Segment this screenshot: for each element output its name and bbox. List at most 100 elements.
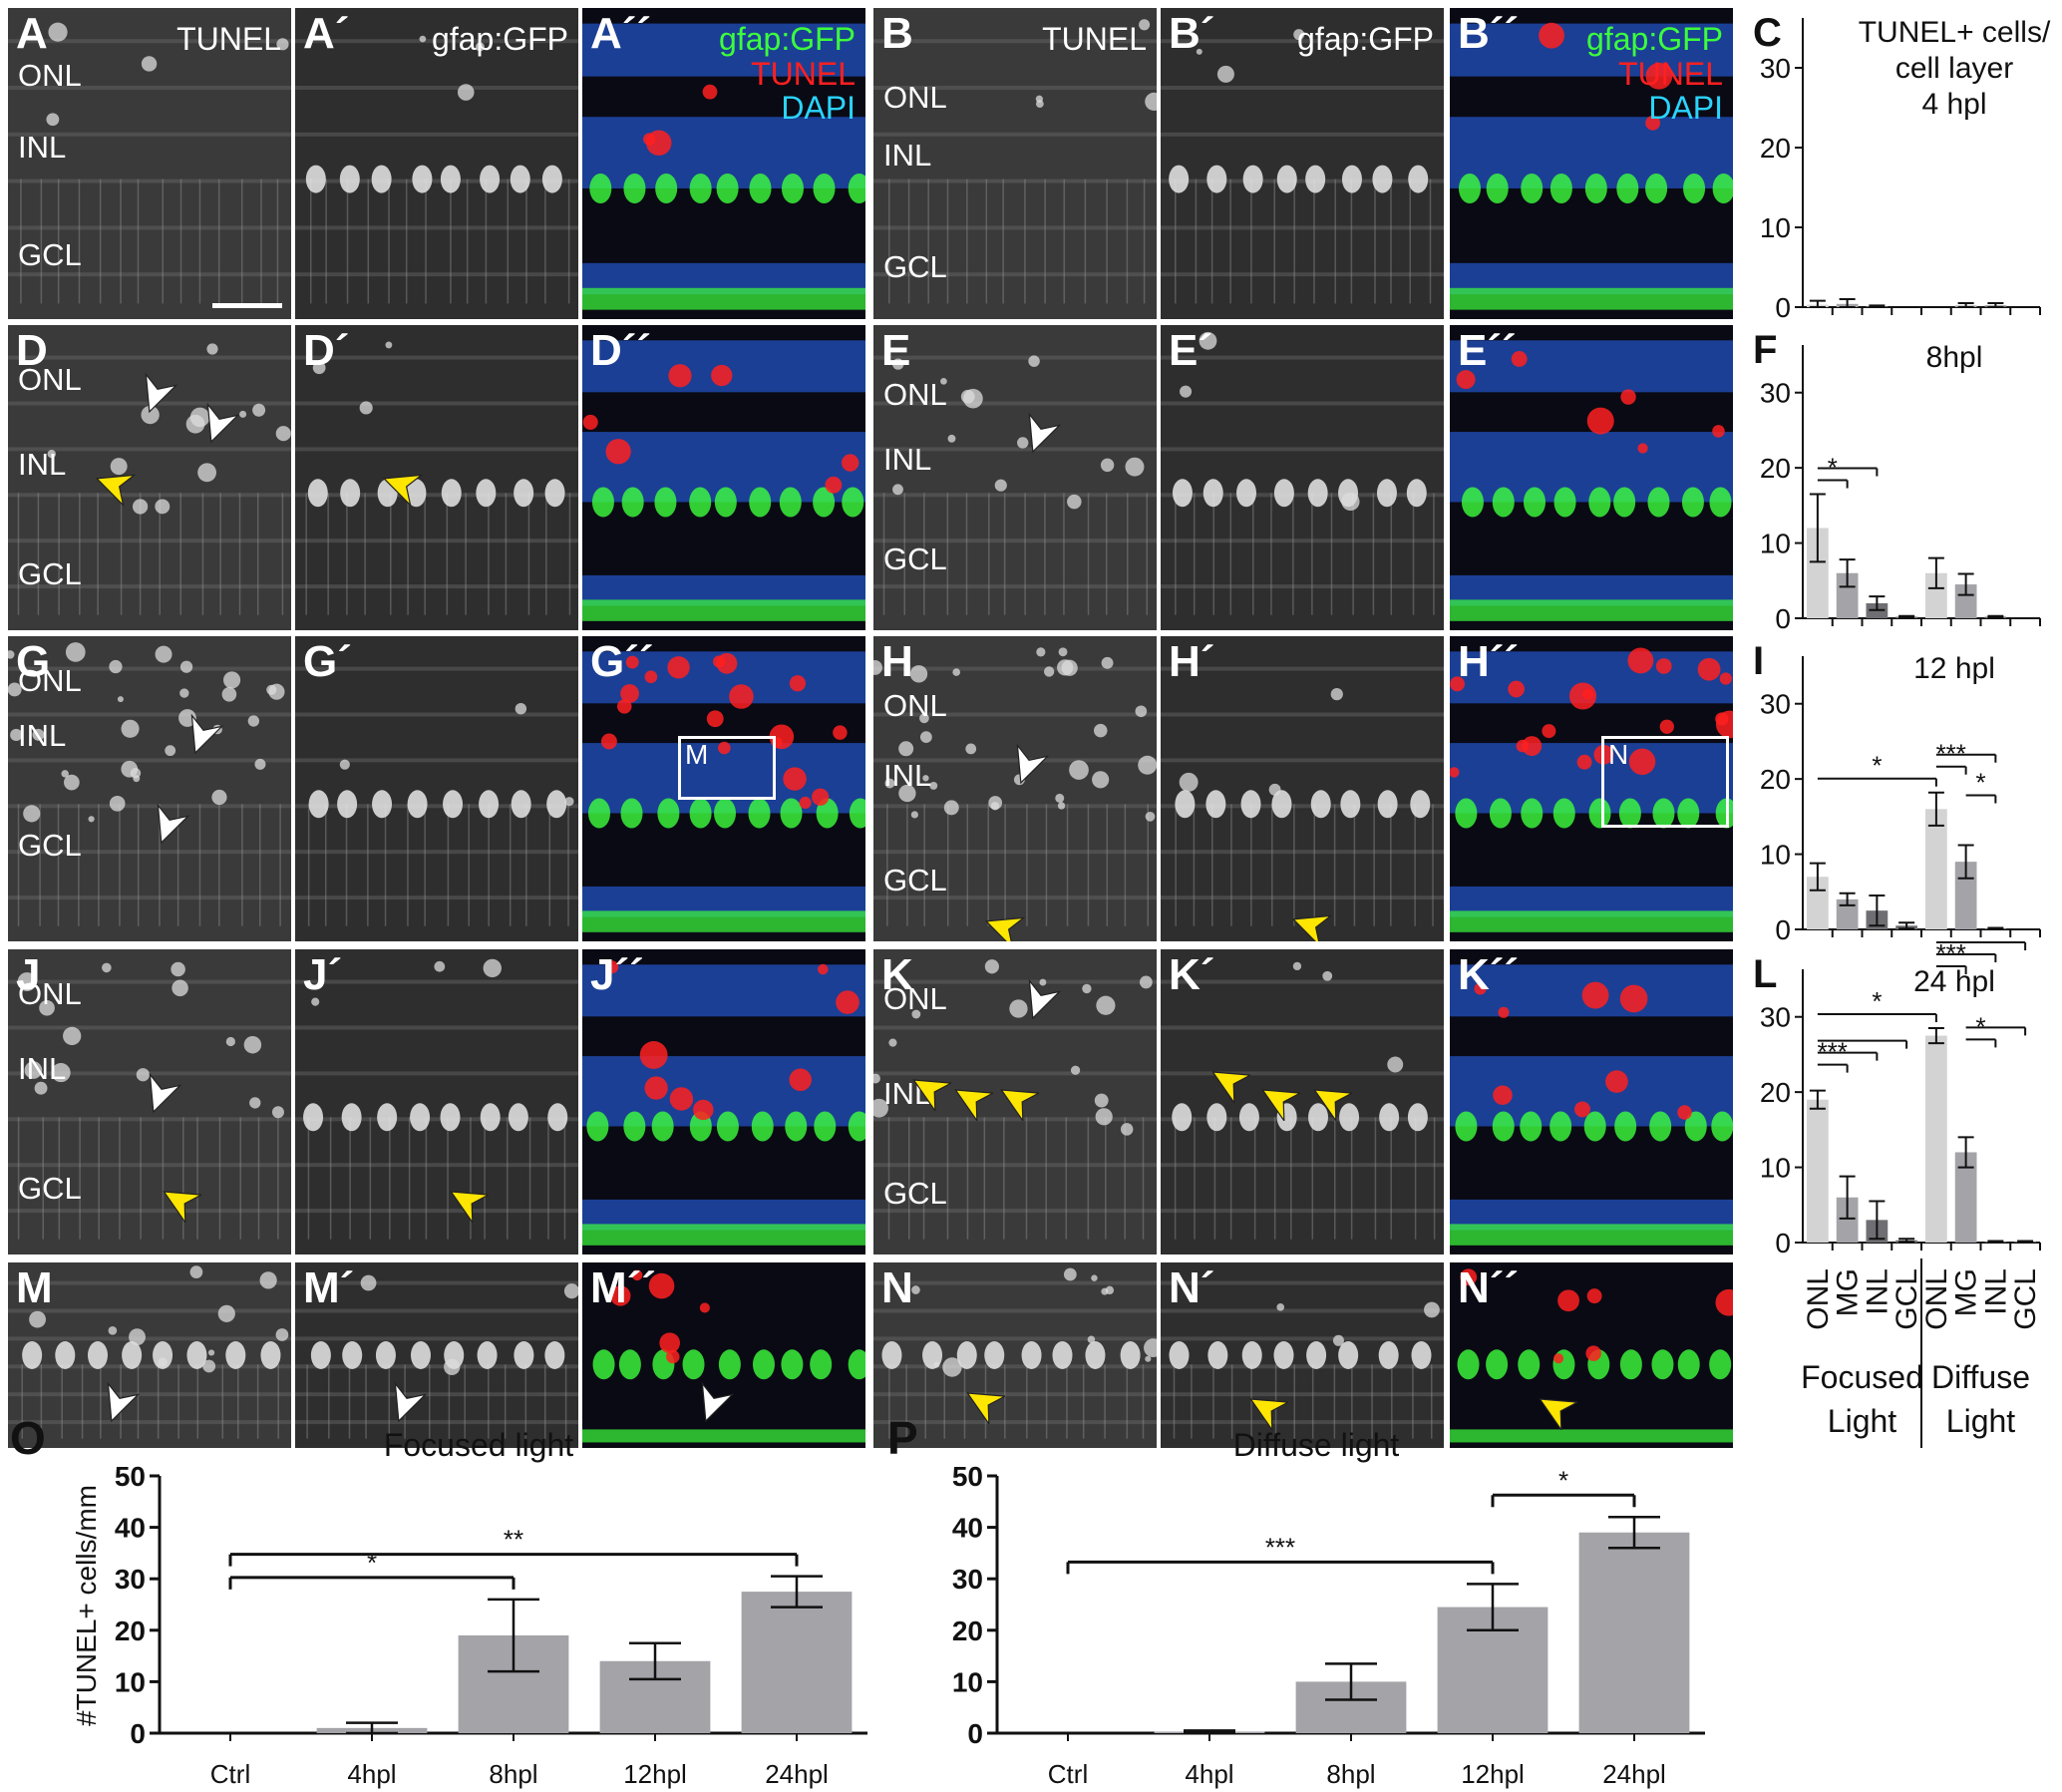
bar: [1925, 572, 1947, 618]
panel-d2: D´´: [582, 325, 865, 630]
error-bar: [1957, 302, 1974, 308]
significance-label: *: [1558, 1465, 1568, 1495]
error-bar: [1987, 302, 2004, 308]
panel-label: K´: [1169, 950, 1215, 999]
tick-label: 0: [967, 1718, 983, 1749]
panel-a1: A´ gfap:GFP: [295, 8, 578, 319]
category-label: GCL: [2009, 1268, 2042, 1330]
layer-label-inl: INL: [18, 1051, 67, 1086]
tick-label: 30: [115, 1564, 146, 1595]
panel-label: G: [16, 637, 51, 686]
category-label: 24hpl: [765, 1759, 829, 1789]
significance-bracket: ***: [1818, 1037, 1849, 1073]
layer-label-onl: ONL: [18, 58, 82, 93]
panel-m: M: [8, 1262, 291, 1448]
error-bar: [1809, 1089, 1826, 1110]
significance-bracket: *: [228, 1548, 516, 1590]
panel-b1: B´ gfap:GFP: [1161, 8, 1444, 319]
panel-label: P: [887, 1416, 918, 1464]
layer-label-onl: ONL: [18, 362, 82, 397]
layer-label-gcl: GCL: [883, 863, 947, 897]
panel-n1: N´: [1161, 1262, 1444, 1448]
panel-label: A´: [303, 9, 350, 58]
chart-title: Diffuse light: [1233, 1427, 1400, 1463]
panel-e: E ONL INL GCL: [873, 325, 1157, 630]
panel-label: D: [16, 326, 48, 375]
panel-label: N: [881, 1263, 913, 1312]
tick-label: 50: [115, 1461, 146, 1492]
bar: [1836, 1197, 1859, 1243]
panel-e2: E´´: [1450, 325, 1733, 630]
tick-label: 0: [1775, 914, 1791, 945]
category-label: 4hpl: [347, 1759, 396, 1789]
panel-d: D ONL INL GCL: [8, 325, 291, 630]
bar: [1925, 1035, 1947, 1243]
category-label: 8hpl: [489, 1759, 537, 1789]
panel-e1: E´: [1161, 325, 1444, 630]
stain-legend: gfap:GFP TUNEL DAPI: [1586, 21, 1723, 127]
panel-label: D´: [303, 326, 350, 375]
error-bar: [1608, 1516, 1660, 1550]
panel-d1: D´: [295, 325, 578, 630]
panel-label: F: [1753, 328, 1777, 372]
error-bar: [1869, 895, 1886, 927]
layer-label-gcl: GCL: [18, 237, 82, 272]
category-label: INL: [1861, 1268, 1893, 1315]
error-bar: [1898, 1238, 1915, 1244]
error-bar: [2017, 1240, 2034, 1244]
panel-label: B: [881, 9, 913, 58]
significance-bracket: [1817, 1051, 1879, 1061]
category-label: 12hpl: [1461, 1759, 1525, 1789]
panel-label: M: [16, 1263, 53, 1312]
significance-bracket: *: [1817, 751, 1937, 787]
chart-title: TUNEL+ cells/: [1859, 16, 2051, 49]
tick-label: 30: [952, 1564, 983, 1595]
significance-bracket: *: [1965, 1011, 1997, 1048]
inset-box-m: M: [678, 736, 776, 800]
tick-label: 40: [115, 1513, 146, 1544]
tick-label: 30: [1760, 689, 1791, 720]
tick-label: 20: [1760, 764, 1791, 795]
category-label: 8hpl: [1326, 1759, 1375, 1789]
inset-box-n: N: [1601, 736, 1729, 828]
chart-title: 12 hpl: [1913, 652, 1995, 685]
chart-diffuse-light: P Diffuse light 0 10 20 30 40 50 Ctrl 4hpl 8hpl 12h…: [887, 1416, 1705, 1789]
significance-bracket: *: [1491, 1465, 1636, 1508]
chart-focused-light: O Focused light #TUNEL+ cells/mm 0 10 20 30 40 5…: [10, 1416, 867, 1789]
significance-label: *: [1872, 751, 1882, 781]
error-bar: [1898, 921, 1915, 930]
panel-label: A´´: [590, 9, 652, 58]
panel-label: H: [881, 637, 913, 686]
category-label: MG: [1832, 1268, 1865, 1316]
group-label: Light: [1946, 1403, 2016, 1439]
bar: [1807, 528, 1829, 618]
error-bar: [1869, 1200, 1886, 1241]
tick-label: 20: [1760, 133, 1791, 164]
panel-h: H ONL INL GCL: [873, 636, 1157, 941]
panel-n2: N´´: [1450, 1262, 1733, 1448]
error-bar: [1839, 892, 1856, 906]
panel-label: N´: [1169, 1263, 1215, 1312]
layer-label-gcl: GCL: [18, 556, 82, 591]
error-bar: [1869, 304, 1886, 308]
category-label: Ctrl: [1048, 1759, 1088, 1789]
layer-label-inl: INL: [18, 718, 67, 753]
error-bar: [1839, 558, 1856, 588]
error-bar: [1927, 1027, 1944, 1045]
tick-label: 20: [1760, 1077, 1791, 1108]
significance-bracket: [1935, 941, 2027, 951]
layer-label-gcl: GCL: [18, 828, 82, 863]
tick-label: 0: [1775, 1228, 1791, 1258]
panel-k2: K´´: [1450, 949, 1733, 1254]
panel-j: J ONL INL GCL: [8, 949, 291, 1254]
layer-label-gcl: GCL: [18, 1171, 82, 1206]
panel-label: B´´: [1458, 9, 1520, 58]
panel-label: O: [10, 1416, 46, 1464]
tick-label: 10: [1760, 1153, 1791, 1184]
layer-label-gcl: GCL: [883, 249, 947, 284]
panel-g1: G´: [295, 636, 578, 941]
category-label: GCL: [1890, 1268, 1923, 1330]
